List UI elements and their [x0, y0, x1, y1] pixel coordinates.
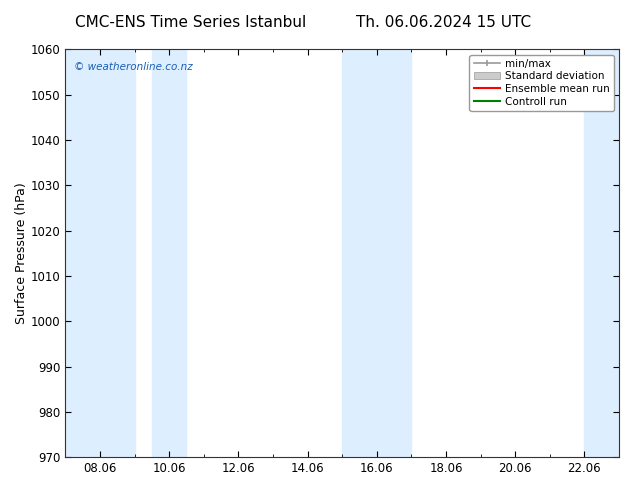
Bar	[152, 49, 186, 457]
Bar	[342, 49, 411, 457]
Legend: min/max, Standard deviation, Ensemble mean run, Controll run: min/max, Standard deviation, Ensemble me…	[469, 54, 614, 111]
Bar	[65, 49, 134, 457]
Bar	[585, 49, 619, 457]
Text: Th. 06.06.2024 15 UTC: Th. 06.06.2024 15 UTC	[356, 15, 531, 30]
Text: © weatheronline.co.nz: © weatheronline.co.nz	[74, 62, 193, 72]
Y-axis label: Surface Pressure (hPa): Surface Pressure (hPa)	[15, 182, 28, 324]
Text: CMC-ENS Time Series Istanbul: CMC-ENS Time Series Istanbul	[75, 15, 306, 30]
